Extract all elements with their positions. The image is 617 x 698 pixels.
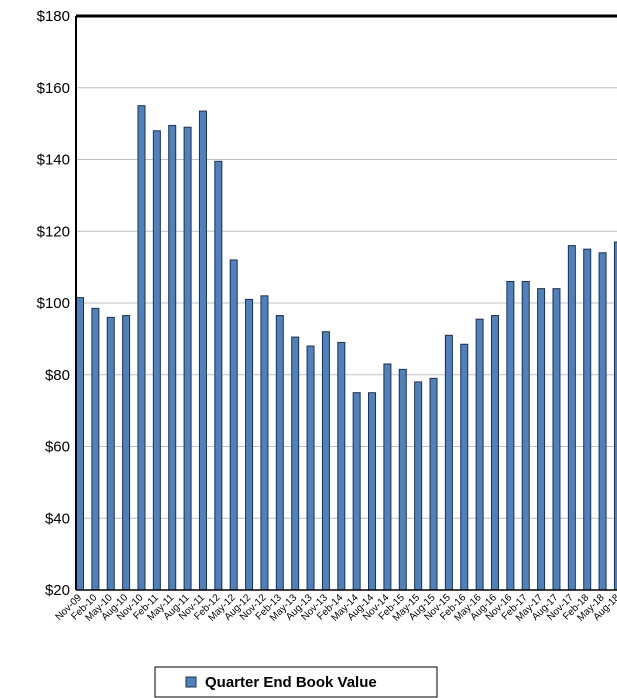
bar	[368, 392, 377, 591]
legend-box	[154, 666, 438, 698]
bar	[275, 315, 284, 591]
bar	[245, 298, 254, 591]
bar	[490, 315, 499, 591]
y-tick-label: $140	[37, 152, 70, 169]
y-tick-label: $180	[37, 8, 70, 25]
bar	[291, 336, 300, 591]
bar	[398, 368, 407, 591]
y-tick-label: $60	[45, 439, 70, 456]
bar	[106, 316, 115, 591]
bar	[521, 280, 530, 591]
bar	[475, 318, 484, 591]
y-tick-label: $120	[37, 223, 70, 240]
legend-label: Quarter End Book Value	[205, 674, 377, 691]
bar	[337, 341, 346, 591]
bar	[306, 345, 315, 591]
bar	[583, 248, 592, 591]
bar	[122, 315, 131, 591]
y-tick-label: $80	[45, 367, 70, 384]
bar	[183, 126, 192, 591]
y-tick-label: $40	[45, 510, 70, 527]
bar	[168, 124, 177, 591]
bar	[137, 105, 146, 591]
bar	[229, 259, 238, 591]
bar	[383, 363, 392, 591]
bar	[260, 295, 269, 591]
bar	[444, 334, 453, 591]
bar	[321, 331, 330, 591]
y-tick-label: $20	[45, 582, 70, 599]
bar	[552, 288, 561, 591]
bar	[414, 381, 423, 591]
bar	[537, 288, 546, 591]
bar	[429, 377, 438, 591]
bar	[91, 307, 100, 591]
bar	[152, 130, 161, 591]
y-tick-label: $160	[37, 80, 70, 97]
legend-swatch	[185, 676, 197, 688]
bar	[76, 297, 84, 591]
bar	[198, 110, 207, 591]
y-tick-label: $100	[37, 295, 70, 312]
bar	[460, 343, 469, 591]
bar	[567, 245, 576, 591]
bar	[506, 280, 515, 591]
bar	[352, 392, 361, 591]
bar	[214, 160, 223, 591]
bar	[613, 241, 617, 591]
bar	[598, 252, 607, 591]
